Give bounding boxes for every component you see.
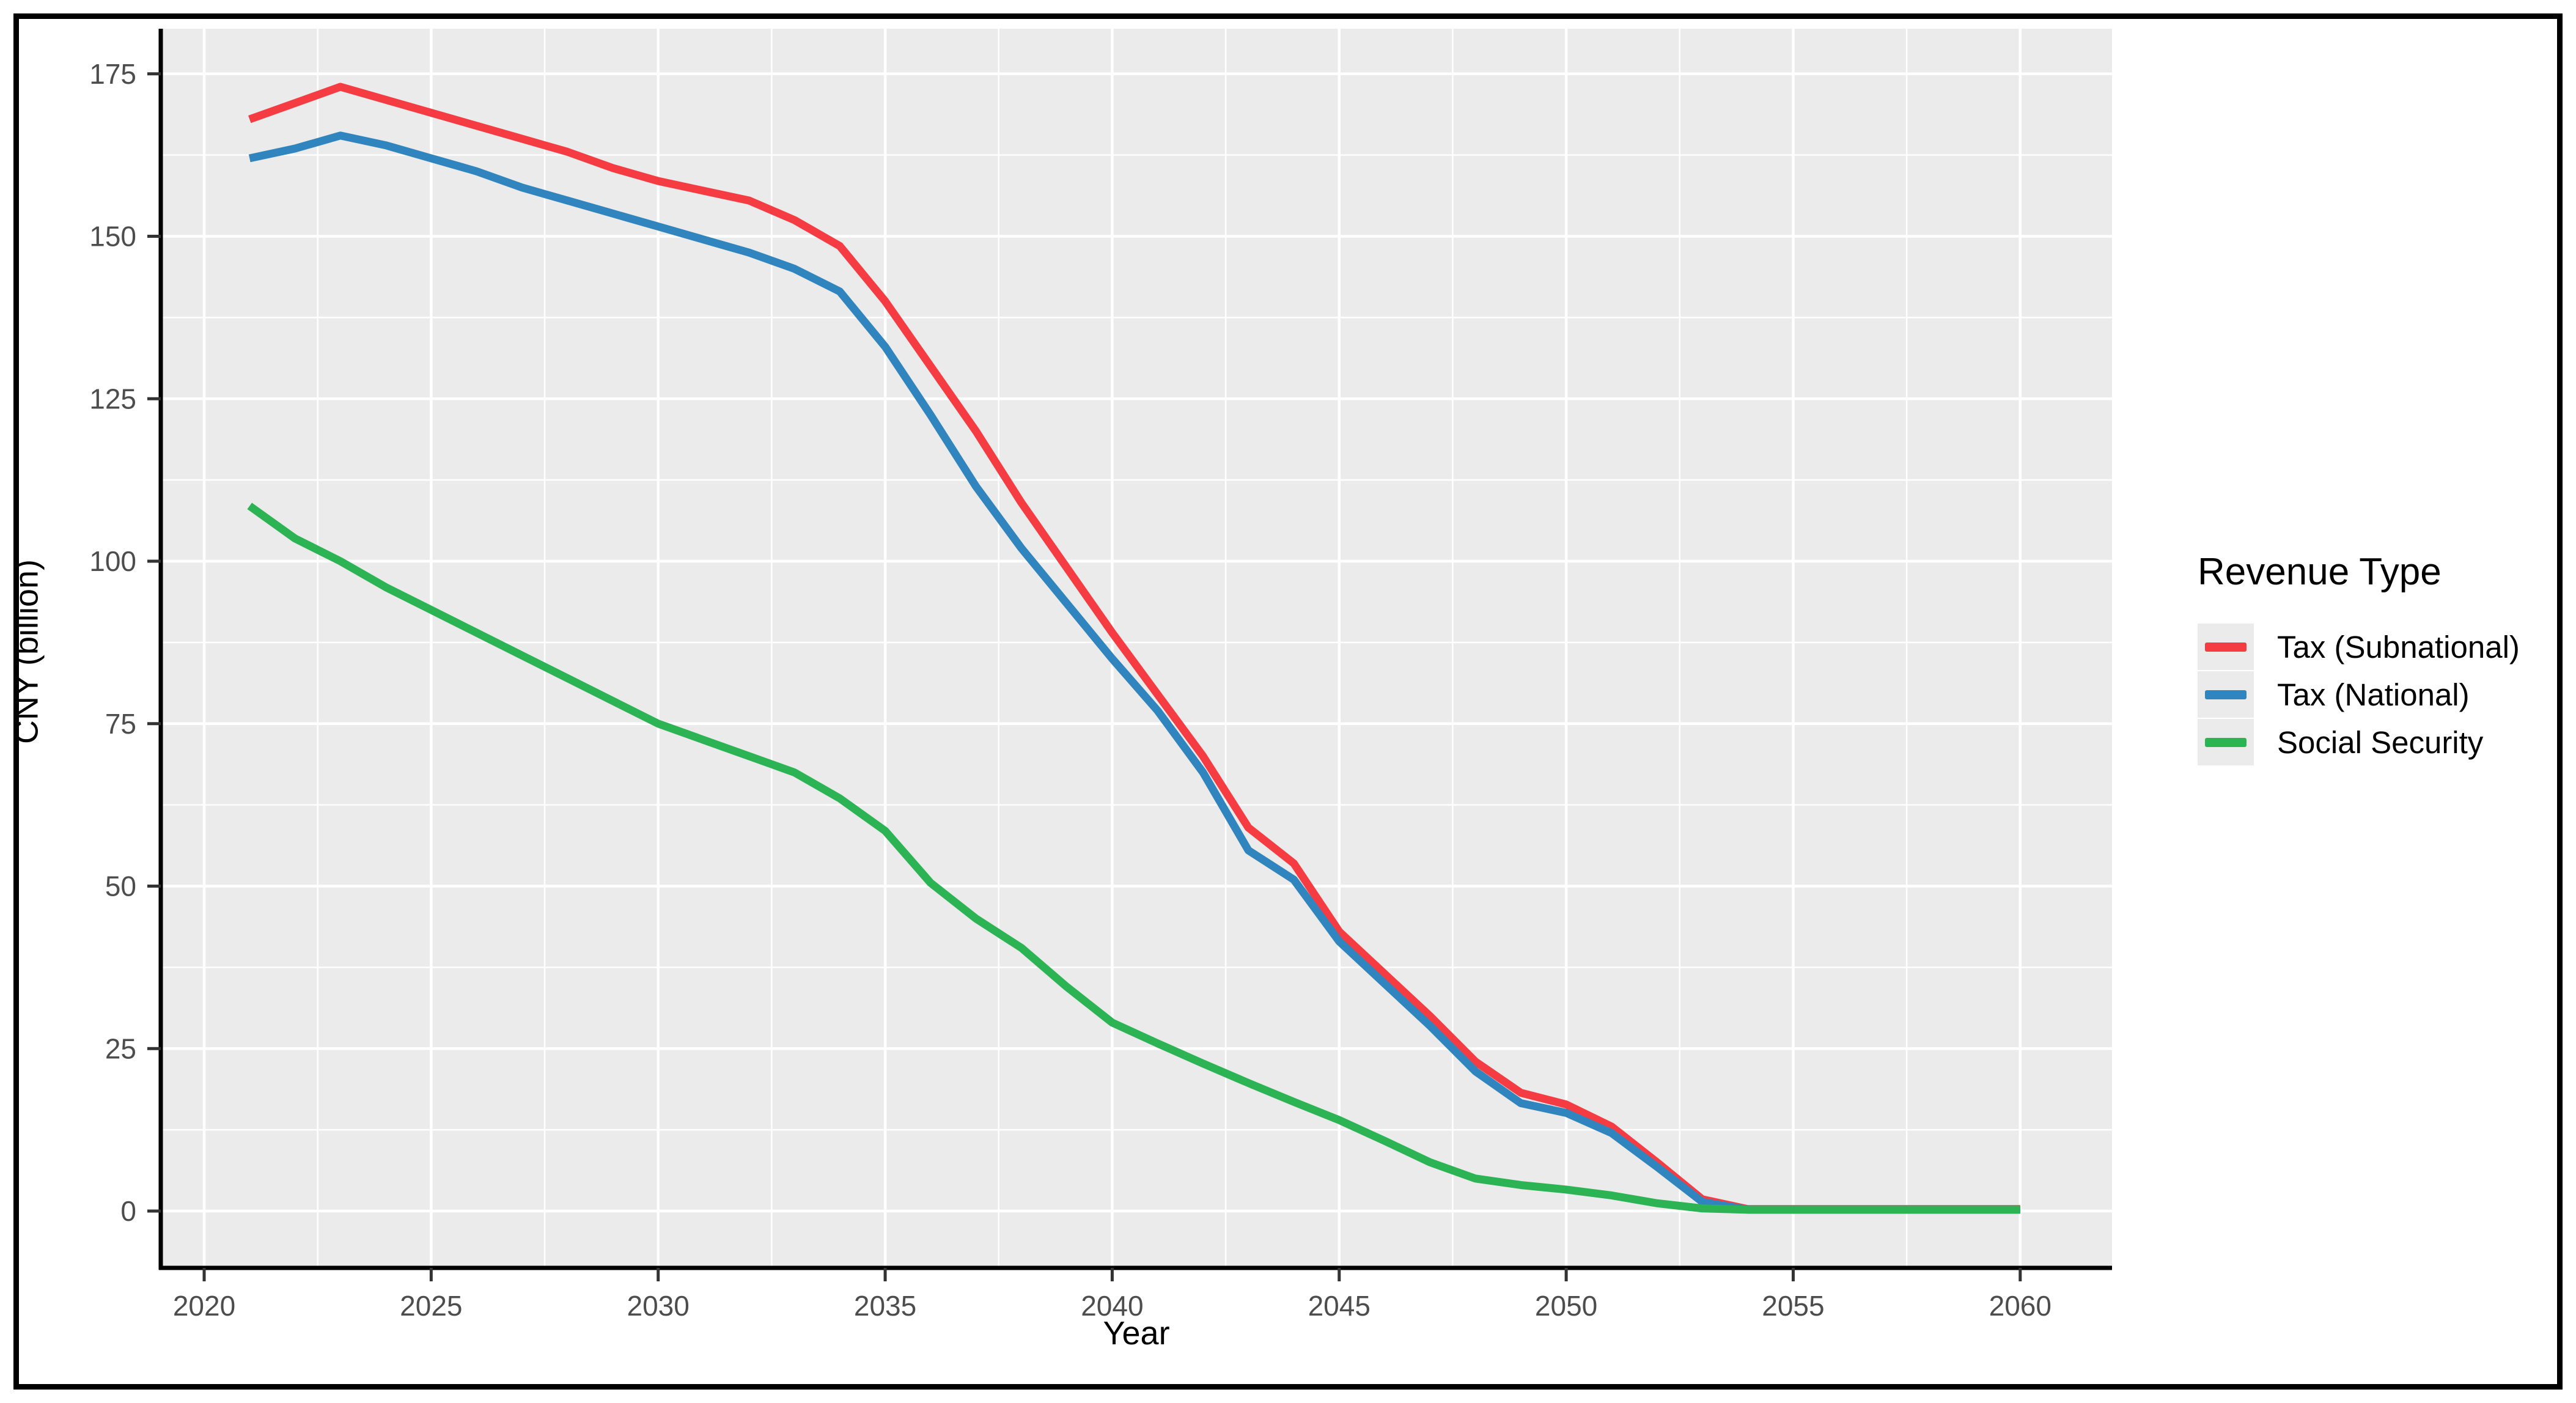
- y-tick-label: 75: [105, 708, 136, 740]
- legend: Revenue Type Tax (Subnational) Tax (Natio…: [2198, 550, 2520, 766]
- x-tick-label: 2030: [627, 1290, 690, 1322]
- y-tick-label: 25: [105, 1033, 136, 1064]
- legend-key: [2198, 624, 2254, 670]
- y-tick-label: 175: [89, 58, 136, 90]
- legend-item-label: Social Security: [2277, 724, 2484, 760]
- legend-swatch-line: [2205, 642, 2247, 652]
- x-tick-label: 2045: [1308, 1290, 1371, 1322]
- x-tick-label: 2025: [400, 1290, 462, 1322]
- legend-items: Tax (Subnational) Tax (National) Social Se…: [2198, 623, 2520, 766]
- legend-swatch-line: [2205, 690, 2247, 699]
- y-tick-label: 125: [89, 383, 136, 414]
- series-line-social-security: [247, 503, 2020, 1214]
- y-tick-label: 150: [89, 221, 136, 252]
- figure-border: [13, 13, 2563, 1390]
- y-tick-label: 50: [105, 871, 136, 902]
- legend-item-social-security: Social Security: [2198, 718, 2520, 766]
- legend-swatch-line: [2205, 737, 2247, 747]
- x-axis-title: Year: [1103, 1315, 1170, 1352]
- legend-item-label: Tax (National): [2277, 677, 2470, 712]
- legend-title: Revenue Type: [2198, 551, 2442, 593]
- legend-item-tax-subnational: Tax (Subnational): [2198, 623, 2520, 671]
- y-axis-title: CNY (billion): [8, 559, 45, 745]
- x-tick-label: 2020: [173, 1290, 235, 1322]
- x-tick-label: 2060: [1989, 1290, 2052, 1322]
- legend-item-label: Tax (Subnational): [2277, 629, 2520, 665]
- x-tick-label: 2055: [1762, 1290, 1824, 1322]
- x-tick-label: 2035: [854, 1290, 916, 1322]
- y-tick-label: 0: [120, 1195, 136, 1227]
- legend-key: [2198, 719, 2254, 765]
- y-tick-label: 100: [89, 545, 136, 577]
- legend-key: [2198, 671, 2254, 718]
- x-tick-label: 2050: [1535, 1290, 1597, 1322]
- legend-item-tax-national: Tax (National): [2198, 671, 2520, 718]
- x-tick-label: 2040: [1081, 1290, 1143, 1322]
